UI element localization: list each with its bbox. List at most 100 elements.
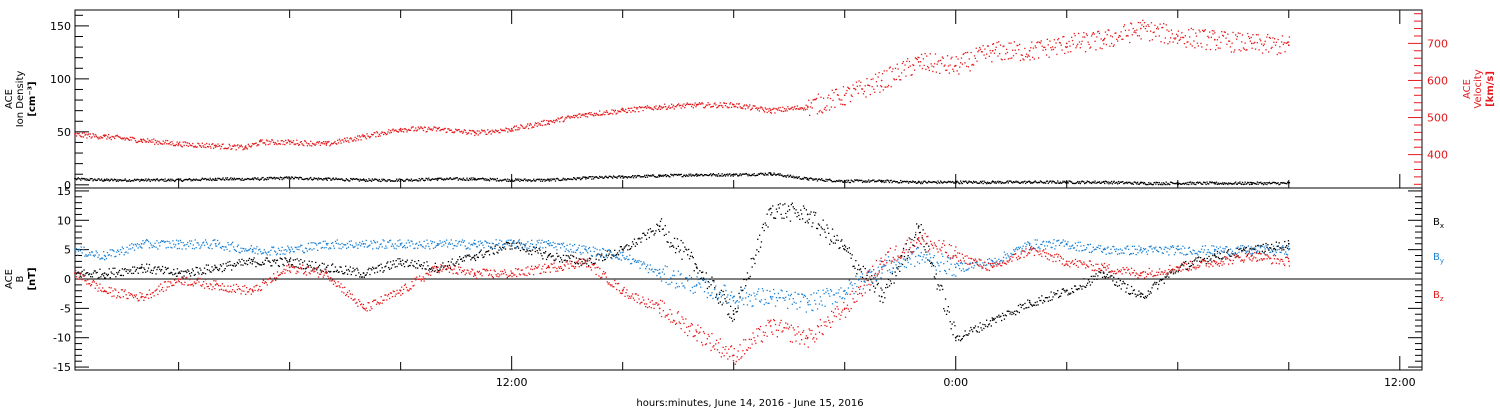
data-point (535, 251, 536, 252)
data-point (248, 144, 249, 145)
data-point (208, 146, 209, 147)
data-point (99, 138, 100, 139)
data-point (561, 259, 562, 260)
data-point (1049, 296, 1050, 297)
data-point (657, 176, 658, 177)
data-point (820, 234, 821, 235)
data-point (662, 176, 663, 177)
data-point (364, 277, 365, 278)
data-point (571, 261, 572, 262)
data-point (1242, 34, 1243, 35)
data-point (633, 110, 634, 111)
data-point (960, 62, 961, 63)
data-point (169, 180, 170, 181)
data-point (539, 248, 540, 249)
data-point (1070, 293, 1071, 294)
data-point (178, 240, 179, 241)
data-point (333, 245, 334, 246)
data-point (323, 141, 324, 142)
data-point (465, 132, 466, 133)
data-point (98, 254, 99, 255)
data-point (568, 256, 569, 257)
data-point (1081, 44, 1082, 45)
data-point (765, 107, 766, 108)
data-point (985, 58, 986, 59)
data-point (567, 250, 568, 251)
data-point (150, 243, 151, 244)
data-point (537, 240, 538, 241)
data-point (233, 179, 234, 180)
series-mark (659, 174, 661, 176)
data-point (527, 250, 528, 251)
data-point (1206, 263, 1207, 264)
data-point (383, 270, 384, 271)
data-point (264, 249, 265, 250)
data-point (531, 124, 532, 125)
data-point (603, 112, 604, 113)
data-point (639, 238, 640, 239)
data-point (208, 265, 209, 266)
data-point (1217, 39, 1218, 40)
data-point (353, 270, 354, 271)
data-point (1092, 282, 1093, 283)
data-point (521, 243, 522, 244)
data-point (1140, 22, 1141, 23)
data-point (865, 182, 866, 183)
data-point (436, 130, 437, 131)
data-point (823, 98, 824, 99)
series-mark (1103, 181, 1105, 183)
data-point (109, 268, 110, 269)
data-point (685, 176, 686, 177)
data-point (1159, 182, 1160, 183)
data-point (1134, 30, 1135, 31)
data-point (549, 124, 550, 125)
data-point (983, 328, 984, 329)
data-point (374, 272, 375, 273)
data-point (151, 244, 152, 245)
data-point (353, 268, 354, 269)
data-point (151, 270, 152, 271)
data-point (533, 179, 534, 180)
data-point (698, 104, 699, 105)
data-point (243, 248, 244, 249)
data-point (715, 104, 716, 105)
data-point (458, 264, 459, 265)
data-point (646, 108, 647, 109)
data-point (845, 104, 846, 105)
data-point (1145, 28, 1146, 29)
series-mark (252, 261, 254, 263)
data-point (797, 105, 798, 106)
data-point (1284, 51, 1285, 52)
series-mark (696, 173, 698, 175)
data-point (683, 251, 684, 252)
data-point (610, 113, 611, 114)
data-point (1131, 23, 1132, 24)
data-point (614, 111, 615, 112)
data-point (136, 269, 137, 270)
data-point (311, 261, 312, 262)
data-point (301, 143, 302, 144)
data-point (201, 147, 202, 148)
data-point (919, 65, 920, 66)
data-point (466, 256, 467, 257)
data-point (224, 180, 225, 181)
data-point (476, 254, 477, 255)
data-point (491, 247, 492, 248)
data-point (670, 107, 671, 108)
data-point (554, 243, 555, 244)
data-point (874, 92, 875, 93)
data-point (1239, 181, 1240, 182)
data-point (1180, 37, 1181, 38)
data-point (1147, 31, 1148, 32)
data-point (1261, 43, 1262, 44)
data-point (85, 134, 86, 135)
data-point (655, 230, 656, 231)
data-point (427, 179, 428, 180)
data-point (276, 254, 277, 255)
data-point (922, 68, 923, 69)
data-point (937, 284, 938, 285)
data-point (351, 138, 352, 139)
data-point (377, 272, 378, 273)
data-point (883, 180, 884, 181)
